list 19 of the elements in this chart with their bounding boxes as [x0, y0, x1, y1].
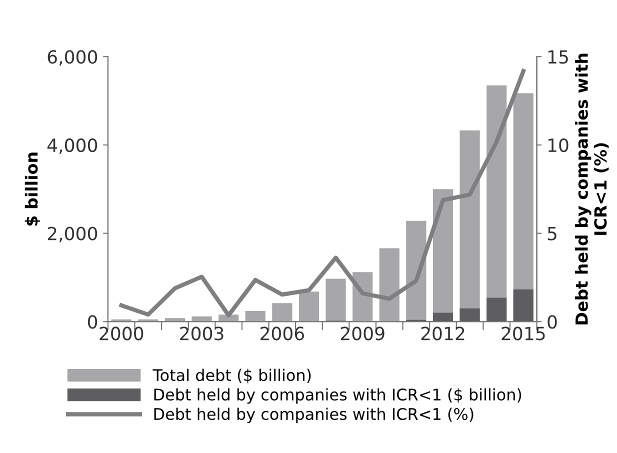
y-tick-label: 4,000 [47, 138, 98, 154]
y2-tick-label: 5 [548, 226, 556, 240]
x-tick-label: 2012 [421, 326, 464, 340]
legend-label: Total debt ($ billion) [152, 368, 311, 384]
y-tick-label: 0 [88, 315, 98, 329]
legend-label: Debt held by companies with ICR<1 (%) [154, 408, 474, 424]
y2-tick-label: 15 [548, 50, 568, 64]
x-tick-label: 2003 [180, 326, 224, 340]
y-tick-label: 6,000 [48, 50, 98, 66]
x-tick-label: 2015 [502, 326, 545, 340]
y-axis-title: $ billion [24, 152, 40, 226]
y2-tick-label: 0 [548, 315, 557, 329]
x-tick-label: 2009 [340, 326, 384, 340]
y2-tick-label: 10 [548, 138, 568, 152]
x-tick-label: 2006 [260, 326, 304, 340]
y-tick-label: 2,000 [48, 226, 98, 242]
x-tick-label: 2000 [100, 326, 144, 340]
legend-label: Debt held by companies with ICR<1 ($ billion) [154, 388, 522, 404]
y2-axis-title: Debt held by companies with ICR<1 (%) [575, 54, 609, 324]
